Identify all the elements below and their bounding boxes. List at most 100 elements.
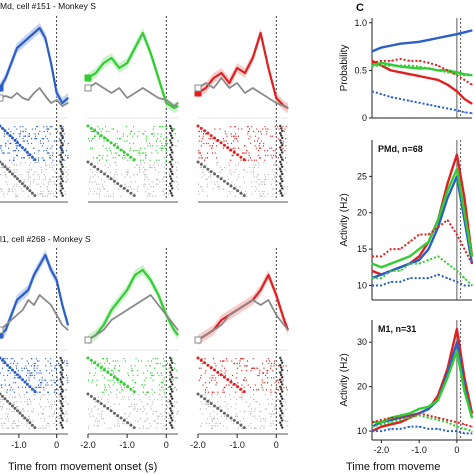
raster-spike bbox=[117, 382, 119, 384]
raster-spike bbox=[55, 425, 57, 427]
series-point bbox=[173, 324, 175, 326]
raster-spike bbox=[132, 386, 134, 389]
raster-spike bbox=[16, 195, 18, 197]
raster-marker bbox=[119, 148, 123, 152]
raster-spike bbox=[161, 386, 163, 389]
series-point bbox=[177, 102, 179, 104]
raster-spike bbox=[253, 398, 255, 401]
raster-spike bbox=[43, 150, 45, 152]
raster-spike bbox=[163, 193, 165, 195]
series-point bbox=[118, 314, 120, 316]
raster-spike bbox=[237, 135, 239, 137]
raster-spike bbox=[253, 427, 255, 429]
raster-spike bbox=[48, 152, 50, 154]
raster-marker bbox=[203, 397, 207, 401]
raster-spike bbox=[98, 420, 100, 422]
raster-spike bbox=[286, 425, 288, 427]
raster-spike bbox=[43, 389, 45, 391]
raster-spike bbox=[95, 401, 97, 403]
raster-spike bbox=[251, 367, 253, 369]
raster-spike bbox=[271, 147, 273, 149]
raster-spike bbox=[270, 183, 272, 185]
raster-spike bbox=[48, 394, 50, 396]
raster-spike bbox=[160, 372, 162, 374]
series-line-green bbox=[87, 268, 179, 341]
raster-spike bbox=[47, 128, 49, 130]
series-point bbox=[390, 60, 392, 62]
raster-spike bbox=[271, 135, 273, 137]
raster-spike bbox=[206, 403, 208, 405]
raster-marker bbox=[112, 411, 116, 415]
raster-end-marker bbox=[60, 127, 63, 130]
raster-marker bbox=[199, 394, 203, 398]
raster-spike bbox=[13, 403, 15, 405]
raster-spike bbox=[218, 406, 220, 408]
raster-marker bbox=[86, 392, 90, 396]
raster-spike bbox=[101, 365, 103, 367]
raster-marker bbox=[89, 126, 93, 130]
raster-spike bbox=[259, 403, 261, 405]
raster-spike bbox=[239, 360, 241, 362]
raster-spike bbox=[277, 181, 279, 183]
raster-spike bbox=[209, 382, 211, 384]
raster-spike bbox=[25, 386, 27, 389]
raster-spike bbox=[144, 176, 146, 178]
raster-spike bbox=[254, 410, 256, 413]
raster-spike bbox=[31, 372, 33, 374]
raster-marker bbox=[3, 165, 7, 169]
raster-spike bbox=[117, 360, 119, 362]
raster-marker bbox=[203, 361, 207, 365]
raster-marker bbox=[3, 361, 7, 365]
raster-spike bbox=[114, 403, 116, 405]
raster-spike bbox=[165, 367, 167, 369]
raster-end-marker bbox=[60, 416, 63, 420]
raster-spike bbox=[255, 401, 257, 403]
raster-spike bbox=[66, 171, 68, 173]
raster-spike bbox=[164, 166, 166, 169]
panel-row1-red bbox=[194, 16, 289, 203]
raster-spike bbox=[46, 126, 48, 128]
raster-spike bbox=[143, 171, 145, 173]
series-point bbox=[380, 273, 383, 276]
raster-spike bbox=[168, 398, 170, 401]
raster-marker bbox=[0, 392, 2, 396]
raster-end-marker bbox=[169, 139, 172, 142]
raster-spike bbox=[234, 183, 236, 185]
raster-spike bbox=[50, 379, 52, 381]
series-point bbox=[409, 65, 411, 67]
raster-spike bbox=[283, 386, 285, 389]
raster-marker bbox=[226, 146, 230, 150]
raster-spike bbox=[149, 142, 151, 145]
raster-marker bbox=[93, 129, 97, 133]
raster-spike bbox=[163, 425, 165, 427]
raster-spike bbox=[31, 374, 33, 377]
raster-spike bbox=[216, 382, 218, 384]
raster-spike bbox=[129, 176, 131, 178]
raster-spike bbox=[126, 171, 128, 173]
raster-spike bbox=[18, 174, 20, 176]
raster-end-marker bbox=[171, 172, 174, 176]
raster-spike bbox=[286, 188, 288, 190]
series-point bbox=[103, 87, 105, 89]
raster-spike bbox=[101, 396, 103, 398]
start-marker bbox=[194, 84, 202, 92]
raster-spike bbox=[284, 169, 286, 171]
raster-spike bbox=[223, 140, 225, 142]
raster-spike bbox=[119, 138, 121, 140]
raster-spike bbox=[158, 415, 160, 417]
raster-spike bbox=[278, 190, 280, 193]
raster-end-marker bbox=[279, 392, 282, 396]
raster-end-marker bbox=[61, 397, 64, 400]
series-point bbox=[150, 92, 152, 94]
raster-spike bbox=[252, 415, 254, 417]
raster-spike bbox=[116, 377, 118, 379]
raster-spike bbox=[235, 415, 237, 417]
raster-marker bbox=[30, 423, 34, 427]
raster-spike bbox=[244, 152, 246, 154]
raster-spike bbox=[254, 384, 256, 386]
series-point bbox=[409, 414, 411, 417]
raster-spike bbox=[5, 418, 7, 420]
series-point bbox=[5, 95, 7, 97]
series-line-red bbox=[371, 57, 473, 86]
panel-c-letter: C bbox=[356, 2, 364, 14]
